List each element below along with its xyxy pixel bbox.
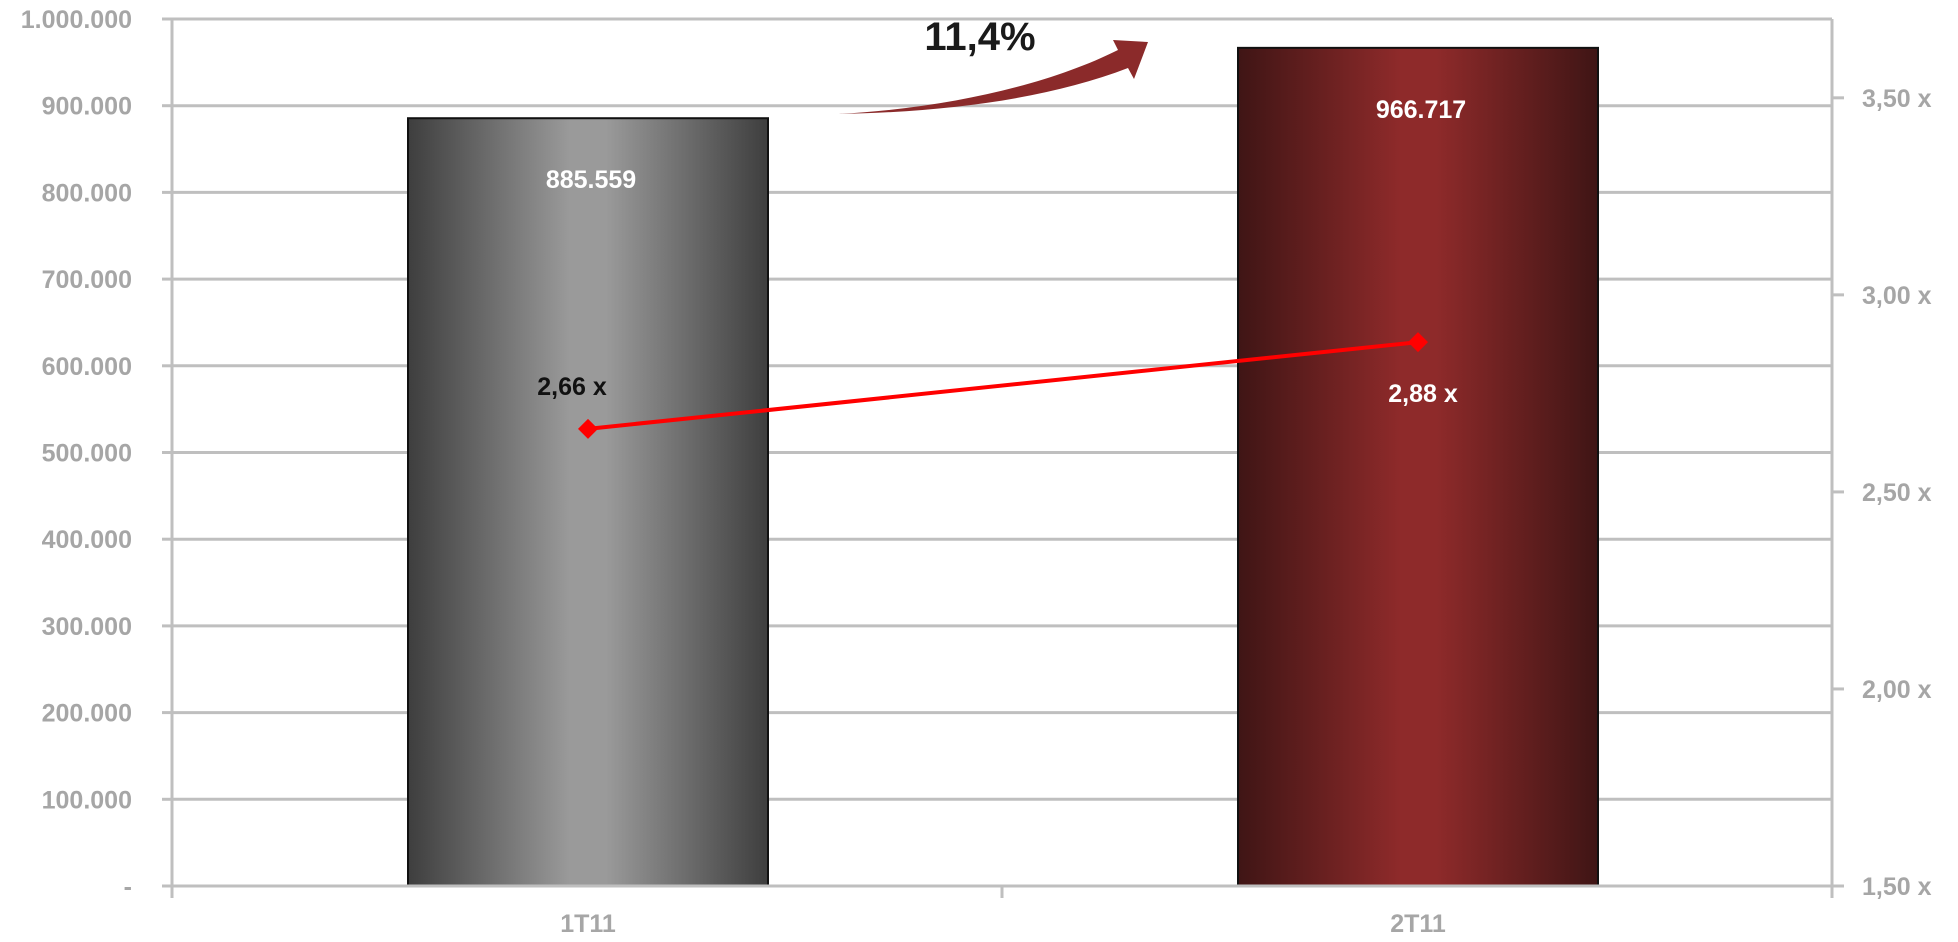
bar-value-labels: 885.559 966.717 <box>546 96 1466 194</box>
ratio-line <box>587 340 1419 431</box>
left-axis-ticks: - 100.000 200.000 300.000 400.000 500.000 600.… <box>21 6 132 901</box>
bar-value-label: 966.717 <box>1376 96 1466 124</box>
left-tick-label: 300.000 <box>42 613 132 641</box>
left-tick-label: 900.000 <box>42 93 132 121</box>
left-tick-label: 600.000 <box>42 353 132 381</box>
left-tick-label: 800.000 <box>42 179 132 207</box>
left-tick-label: 200.000 <box>42 700 132 728</box>
bars <box>407 46 1599 888</box>
right-tick-label: 2,00 x <box>1862 676 1932 704</box>
axes <box>162 17 1844 898</box>
left-tick-label: - <box>124 873 132 901</box>
left-tick-label: 400.000 <box>42 526 132 554</box>
bar-1t11 <box>407 117 769 888</box>
right-axis-ticks: 1,50 x 2,00 x 2,50 x 3,00 x 3,50 x <box>1862 85 1932 901</box>
growth-arrow-icon <box>838 40 1148 114</box>
right-tick-label: 3,00 x <box>1862 282 1932 310</box>
category-label: 2T11 <box>1390 910 1446 938</box>
bar-value-label: 885.559 <box>546 166 636 194</box>
right-tick-label: 2,50 x <box>1862 479 1932 507</box>
left-tick-label: 700.000 <box>42 266 132 294</box>
right-tick-label: 1,50 x <box>1862 873 1932 901</box>
ratio-marker <box>578 418 598 439</box>
growth-label: 11,4% <box>924 15 1035 59</box>
bar-2t11 <box>1237 46 1599 887</box>
ratio-value-label: 2,66 x <box>537 373 607 401</box>
right-tick-label: 3,50 x <box>1862 85 1932 113</box>
growth-arrow-annotation: 11,4% <box>838 15 1148 114</box>
left-tick-label: 100.000 <box>42 786 132 814</box>
category-label: 1T11 <box>560 910 616 938</box>
category-labels: 1T11 2T11 <box>560 910 1446 938</box>
left-tick-label: 1.000.000 <box>21 6 132 34</box>
ratio-line-series: 2,66 x 2,88 x <box>537 332 1458 439</box>
left-tick-label: 500.000 <box>42 440 132 468</box>
ratio-marker <box>1408 332 1428 353</box>
ratio-value-label: 2,88 x <box>1388 380 1458 408</box>
